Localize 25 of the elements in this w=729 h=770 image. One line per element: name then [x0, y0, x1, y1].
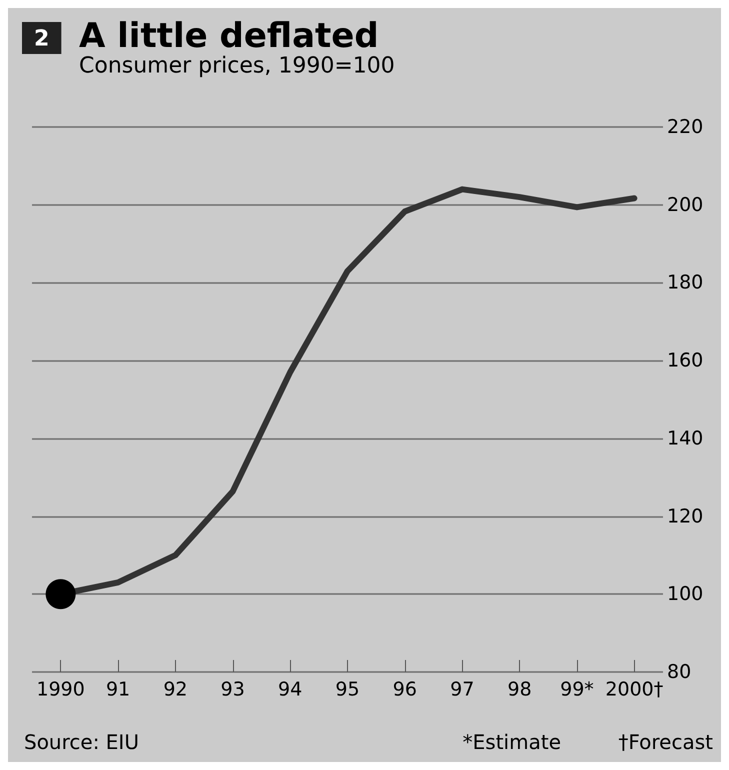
x-tick-label: 98 — [507, 678, 532, 700]
x-tick-label: 97 — [450, 678, 474, 700]
x-tick-label: 93 — [220, 678, 245, 700]
y-tick-label: 220 — [667, 116, 704, 138]
text: †Forecast — [618, 730, 714, 754]
y-tick-label: 80 — [667, 661, 692, 683]
y-tick-label: 100 — [667, 583, 704, 606]
source-note: Source: EIU — [24, 730, 139, 754]
chart-title: A little deflated — [79, 16, 379, 56]
y-tick-label: 180 — [667, 272, 704, 294]
y-tick-label: 200 — [667, 194, 704, 216]
y-tick-label: 140 — [667, 427, 704, 450]
x-tick-label: 95 — [335, 678, 360, 700]
x-tick-label: 92 — [163, 678, 188, 700]
x-tick-label: 1990 — [36, 678, 85, 700]
text: 2 — [34, 26, 50, 52]
x-tick-label: 99* — [560, 678, 594, 700]
chart-subtitle: Consumer prices, 1990=100 — [79, 54, 395, 78]
y-tick-label: 120 — [667, 505, 704, 528]
x-tick-label: 94 — [278, 678, 302, 700]
text: *Estimate — [462, 730, 562, 754]
x-tick-label: 2000† — [605, 678, 664, 700]
x-tick-label: 96 — [392, 678, 417, 700]
y-tick-label: 160 — [667, 350, 704, 372]
x-tick-label: 91 — [106, 678, 130, 700]
